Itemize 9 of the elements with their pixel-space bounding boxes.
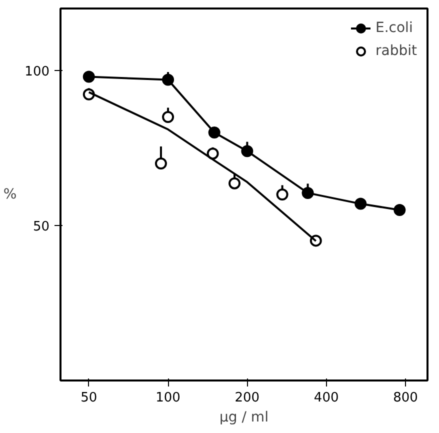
legend-label: E.coli	[376, 20, 413, 36]
x-tick-label: 50	[80, 390, 98, 406]
x-axis-title: µg / ml	[220, 410, 268, 426]
x-tick-label: 100	[156, 390, 180, 406]
x-tick-label: 400	[314, 390, 339, 406]
legend-label: rabbit	[376, 43, 417, 59]
y-axis-title: %	[3, 186, 17, 202]
x-tick-label: 800	[393, 390, 418, 406]
x-tick-label: 200	[234, 390, 260, 406]
